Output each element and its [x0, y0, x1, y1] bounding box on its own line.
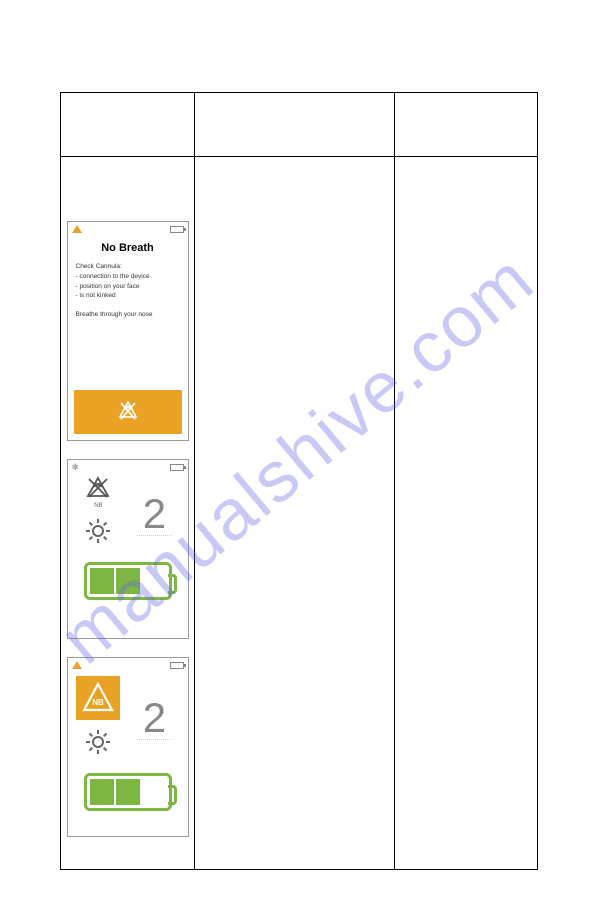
gear-icon	[82, 515, 114, 547]
mute-alarm-button[interactable]	[74, 390, 182, 434]
table-body: No Breath Check Cannula: - connection to…	[61, 157, 537, 869]
header-cell-2	[195, 93, 395, 156]
battery-indicator	[84, 562, 172, 600]
battery-small-icon	[170, 464, 184, 471]
alert-title: No Breath	[68, 242, 188, 254]
alert-check-text: Check Cannula: - connection to the devic…	[68, 262, 188, 301]
body-cell-2	[195, 157, 395, 869]
nb-label: NB	[83, 503, 113, 509]
device-screen-home-alert: NB 2	[67, 657, 189, 837]
status-bar: ✱	[68, 460, 188, 474]
alert-instruction: Breathe through your nose	[68, 311, 188, 318]
settings-tile[interactable]	[82, 515, 114, 552]
header-cell-1	[61, 93, 195, 156]
battery-indicator	[84, 773, 172, 811]
status-bar	[68, 658, 188, 672]
check-item: - position on your face	[76, 282, 180, 292]
nb-warning-icon: NB	[80, 681, 116, 715]
device-screen-home-muted: ✱ NB	[67, 459, 189, 639]
check-item: - connection to the device	[76, 272, 180, 282]
check-heading: Check Cannula:	[76, 262, 180, 272]
nb-alert-tile[interactable]: NB	[76, 676, 120, 720]
table-frame: No Breath Check Cannula: - connection to…	[60, 92, 538, 870]
device-screen-alert: No Breath Check Cannula: - connection to…	[67, 221, 189, 441]
warning-triangle-icon	[72, 225, 82, 233]
settings-tile[interactable]	[82, 726, 114, 763]
nb-text: NB	[93, 698, 105, 707]
status-bar	[68, 222, 188, 236]
battery-segment	[116, 568, 140, 594]
warning-triangle-icon	[72, 661, 82, 669]
flow-setting-value: 2	[137, 493, 172, 536]
battery-segment	[116, 779, 140, 805]
battery-segment	[90, 568, 114, 594]
battery-small-icon	[170, 662, 184, 669]
body-cell-3	[395, 157, 537, 869]
alarm-mute-icon	[83, 476, 113, 500]
battery-small-icon	[170, 226, 184, 233]
battery-segment	[90, 779, 114, 805]
brightness-icon: ✱	[72, 463, 80, 471]
flow-setting-value: 2	[137, 697, 172, 740]
gear-icon	[82, 726, 114, 758]
table-header	[61, 93, 537, 157]
alarm-muted-tile[interactable]: NB	[83, 476, 113, 509]
header-cell-3	[395, 93, 537, 156]
body-cell-screens: No Breath Check Cannula: - connection to…	[61, 157, 195, 869]
alarm-mute-icon	[115, 399, 141, 425]
check-item: - is not kinked	[76, 291, 180, 301]
